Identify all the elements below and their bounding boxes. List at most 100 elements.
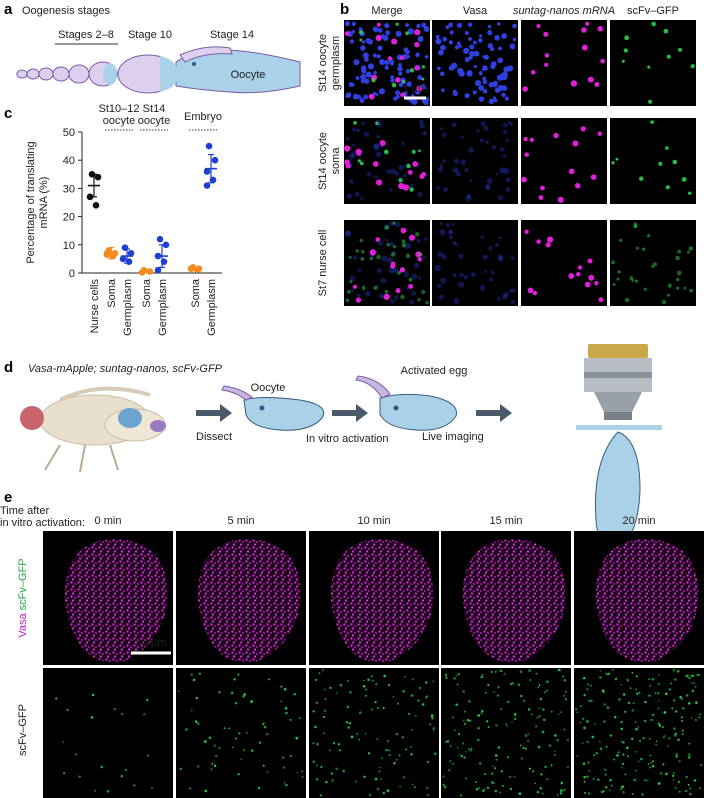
spot xyxy=(355,297,362,303)
gfp-spot xyxy=(677,780,680,784)
data-point xyxy=(146,268,154,275)
gfp-spot xyxy=(330,772,333,775)
gfp-spot xyxy=(678,760,681,763)
spot xyxy=(532,290,538,296)
gfp-spot xyxy=(651,765,655,768)
spot xyxy=(450,62,458,69)
spot xyxy=(658,161,663,166)
gfp-spot xyxy=(382,706,385,710)
spot xyxy=(688,191,692,196)
gfp-spot xyxy=(651,677,655,681)
spot xyxy=(503,291,510,298)
spot xyxy=(351,29,356,34)
appendage xyxy=(179,46,233,63)
gfp-spot xyxy=(522,746,525,750)
gfp-spot xyxy=(617,751,620,754)
gfp-spot xyxy=(691,689,695,693)
gfp-spot xyxy=(456,746,459,749)
spot xyxy=(384,23,390,29)
spot xyxy=(358,30,364,35)
data-point xyxy=(127,249,135,257)
gfp-spot xyxy=(656,691,660,695)
gfp-spot xyxy=(402,776,405,779)
arrows xyxy=(196,404,512,422)
gfp-spot xyxy=(560,711,562,713)
gfp-spot xyxy=(481,673,484,676)
column-label: scFv–GFP xyxy=(627,5,679,17)
gfp-spot xyxy=(663,711,667,714)
spot xyxy=(498,46,503,51)
gfp-spot xyxy=(587,761,590,764)
data-point xyxy=(94,173,102,181)
gfp-spot xyxy=(376,738,379,740)
spot xyxy=(442,159,446,164)
data-point xyxy=(138,269,146,276)
gfp-spot xyxy=(685,775,688,779)
gfp-spot xyxy=(196,765,200,768)
gfp-spot xyxy=(591,735,595,739)
spot xyxy=(392,221,396,225)
gfp-spot xyxy=(618,698,621,701)
micrograph xyxy=(610,118,696,204)
gfp-spot xyxy=(695,701,698,704)
gfp-spot xyxy=(538,707,541,710)
data-point xyxy=(154,266,162,274)
gfp-spot xyxy=(582,676,586,680)
gfp-spot xyxy=(63,772,66,775)
group-label: Embryo xyxy=(184,111,222,123)
spot xyxy=(507,121,511,125)
spot xyxy=(454,45,460,50)
spot xyxy=(417,298,421,302)
gfp-spot xyxy=(376,787,380,791)
spot xyxy=(376,254,381,260)
gfp-spot xyxy=(477,727,480,730)
step-label: Dissect xyxy=(196,431,232,443)
gfp-spot xyxy=(346,705,350,709)
spot xyxy=(568,273,575,279)
gfp-spot xyxy=(626,679,629,682)
spot xyxy=(540,185,545,191)
gfp-spot xyxy=(561,675,565,678)
gfp-spot xyxy=(477,714,481,717)
gfp-spot xyxy=(368,793,372,797)
spot xyxy=(376,134,381,139)
micrographs: Merge Vasa suntag-nanos mRNA scFv–GFP St14 o… xyxy=(317,5,696,306)
gfp-spot xyxy=(403,675,406,678)
gfp-spot xyxy=(657,707,660,710)
data-point xyxy=(154,252,162,260)
spot xyxy=(386,257,393,264)
gfp-spot xyxy=(532,770,535,773)
spot xyxy=(397,270,401,275)
spot xyxy=(675,255,680,261)
gfp-spot xyxy=(693,682,696,685)
gfp-spot xyxy=(230,691,234,695)
micrograph xyxy=(521,118,607,204)
spot xyxy=(447,229,453,235)
gfp-spot xyxy=(584,791,586,794)
spot xyxy=(521,176,527,183)
spot xyxy=(405,31,409,36)
gfp-spot xyxy=(629,687,632,689)
gfp-spot xyxy=(690,681,693,684)
spot xyxy=(351,143,355,147)
gfp-spot xyxy=(398,754,401,757)
spot xyxy=(401,239,406,244)
gfp-spot xyxy=(315,701,319,705)
gfp-spot xyxy=(478,762,482,765)
spot xyxy=(398,178,403,183)
gfp-spot xyxy=(560,789,563,793)
spot xyxy=(360,196,364,201)
spot xyxy=(354,191,360,197)
chart: c Percentage of translating mRNA (%) 0 10 20 3… xyxy=(4,103,222,336)
spot xyxy=(362,52,369,59)
spot xyxy=(639,176,644,181)
spot xyxy=(355,76,360,81)
spot xyxy=(390,252,396,257)
spot xyxy=(527,287,534,294)
gfp-spot xyxy=(410,745,413,748)
gfp-spot xyxy=(495,758,498,761)
spot xyxy=(463,274,469,280)
spot xyxy=(611,161,615,165)
gfp-spot xyxy=(669,682,672,685)
spot xyxy=(472,90,477,95)
